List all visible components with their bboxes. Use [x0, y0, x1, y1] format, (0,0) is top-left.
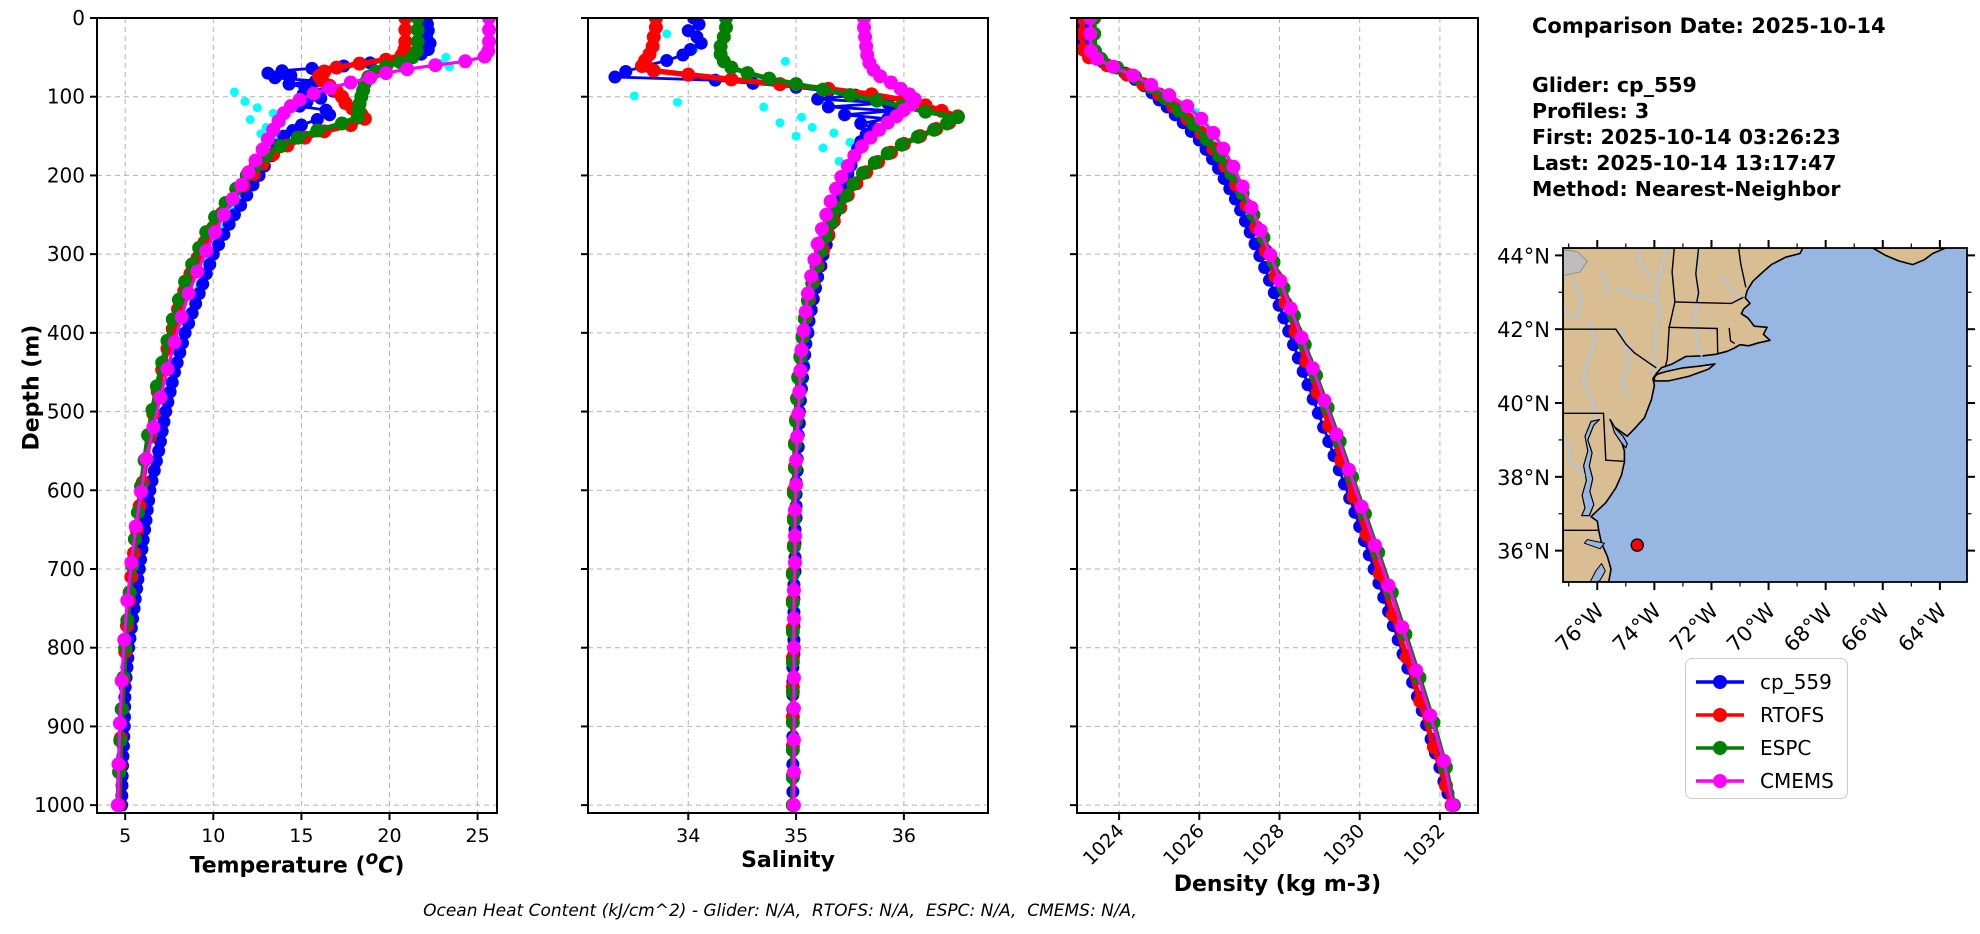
temperature-axis-label: Temperature (oC): [95, 848, 499, 878]
legend-item-cp-559: cp_559: [1694, 665, 1847, 698]
legend-line-marker-icon: [1696, 707, 1744, 722]
first-profile-time: First: 2025-10-14 03:26:23: [1532, 125, 1841, 149]
svg-text:72°W: 72°W: [1665, 598, 1723, 656]
svg-text:25: 25: [466, 825, 490, 847]
svg-text:1024: 1024: [1079, 820, 1129, 870]
legend-label: cp_559: [1760, 669, 1832, 694]
svg-text:500: 500: [47, 400, 85, 424]
temperature-axis-label-sup: o: [365, 848, 379, 869]
svg-text:36°N: 36°N: [1497, 540, 1550, 564]
salinity-axis-label: Salinity: [741, 848, 835, 873]
svg-text:1030: 1030: [1319, 820, 1369, 870]
svg-text:1000: 1000: [34, 793, 85, 817]
temperature-axis-label-post: ): [394, 853, 405, 879]
svg-text:44°N: 44°N: [1497, 244, 1550, 268]
location-map: 44°N 42°N 40°N 38°N 36°N 76°W 74°W 72°W 70°W 68°W…: [1497, 240, 1975, 657]
svg-text:40°N: 40°N: [1497, 392, 1550, 416]
svg-text:800: 800: [47, 636, 85, 660]
temperature-axis-label-pre: Temperature (: [189, 853, 366, 879]
svg-text:400: 400: [47, 321, 85, 345]
svg-text:600: 600: [47, 478, 85, 502]
legend-label: CMEMS: [1760, 768, 1834, 793]
profile-plot-2: 1024 1026 1028 1030 1032: [1070, 17, 1479, 870]
legend-item-espc: ESPC: [1694, 731, 1847, 764]
glider-name: Glider: cp_559: [1532, 73, 1697, 97]
svg-text:74°W: 74°W: [1608, 598, 1666, 656]
temperature-axis-label-unit: C: [378, 853, 395, 879]
svg-text:100: 100: [47, 85, 85, 109]
svg-text:0: 0: [72, 6, 85, 30]
svg-text:66°W: 66°W: [1836, 598, 1894, 656]
svg-text:76°W: 76°W: [1551, 598, 1609, 656]
legend-line-marker-icon: [1696, 674, 1744, 689]
svg-text:1032: 1032: [1400, 820, 1450, 870]
svg-text:20: 20: [377, 825, 401, 847]
profile-plot-1: 34 35 36: [581, 17, 989, 847]
glider-position-marker: [1630, 538, 1644, 552]
glider-info-block: Glider: cp_559 Profiles: 3 First: 2025-1…: [1532, 72, 1841, 202]
legend-line-marker-icon: [1696, 740, 1744, 755]
legend-line-marker-icon: [1696, 773, 1744, 788]
svg-text:42°N: 42°N: [1497, 318, 1550, 342]
svg-text:10: 10: [201, 825, 225, 847]
legend-item-rtofs: RTOFS: [1694, 698, 1847, 731]
svg-text:1026: 1026: [1159, 820, 1209, 870]
comparison-date-title: Comparison Date: 2025-10-14: [1532, 14, 1886, 38]
svg-text:15: 15: [289, 825, 313, 847]
svg-text:36: 36: [892, 825, 916, 847]
svg-text:34: 34: [676, 825, 700, 847]
svg-text:68°W: 68°W: [1779, 598, 1837, 656]
svg-text:64°W: 64°W: [1893, 598, 1951, 656]
svg-text:70°W: 70°W: [1722, 598, 1780, 656]
profile-plot-0: 5 10 15 20 25 0 100 200 300 400 500 600 700 800 900 100…: [34, 6, 498, 847]
svg-text:200: 200: [47, 163, 85, 187]
profile-count: Profiles: 3: [1532, 99, 1650, 123]
svg-text:35: 35: [784, 825, 808, 847]
legend-item-cmems: CMEMS: [1694, 764, 1847, 797]
svg-text:38°N: 38°N: [1497, 466, 1550, 490]
svg-text:5: 5: [119, 825, 131, 847]
ocean-heat-content-caption: Ocean Heat Content (kJ/cm^2) - Glider: N…: [423, 901, 1137, 921]
svg-text:1028: 1028: [1239, 820, 1289, 870]
svg-text:300: 300: [47, 242, 85, 266]
density-axis-label: Density (kg m-3): [1173, 872, 1382, 897]
last-profile-time: Last: 2025-10-14 13:17:47: [1532, 151, 1837, 175]
svg-text:900: 900: [47, 714, 85, 738]
legend-label: RTOFS: [1760, 702, 1825, 727]
depth-axis-label: Depth (m): [19, 324, 45, 451]
legend-label: ESPC: [1760, 735, 1812, 760]
svg-text:700: 700: [47, 557, 85, 581]
comparison-method: Method: Nearest-Neighbor: [1532, 177, 1841, 201]
legend: cp_559 RTOFS ESPC CMEMS: [1685, 658, 1848, 799]
